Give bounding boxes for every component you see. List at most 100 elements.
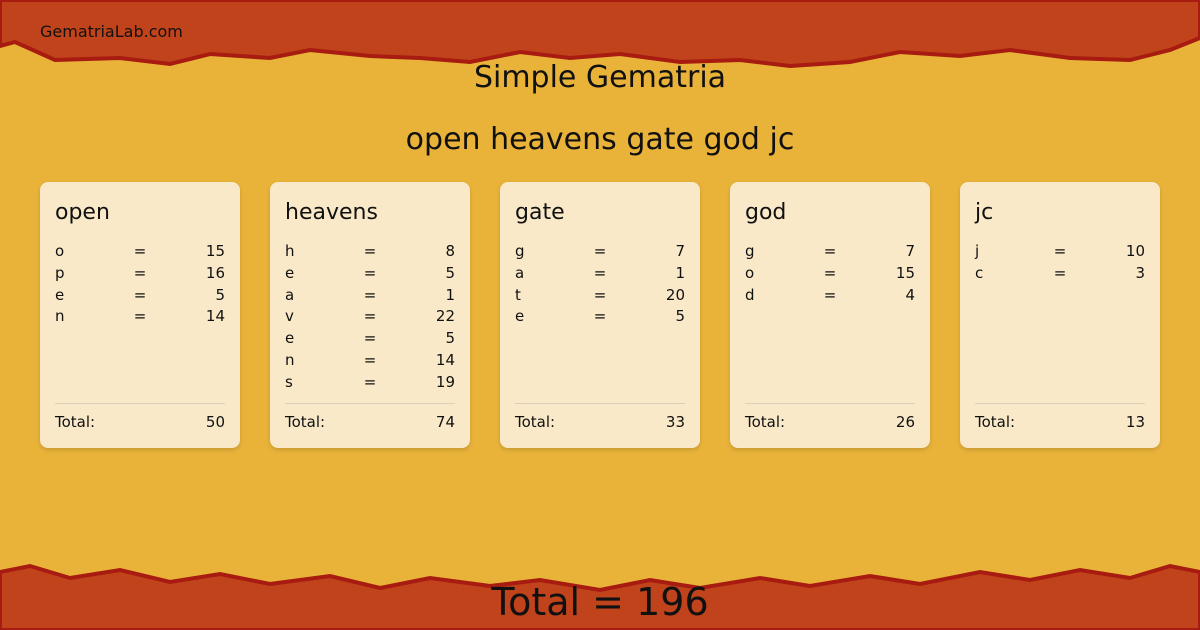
equals-sign: = xyxy=(593,307,607,326)
total-label: Total: xyxy=(285,413,326,431)
word-total: 13 xyxy=(1125,413,1145,431)
site-logo-link[interactable]: GematriaLab.com xyxy=(40,22,183,41)
total-label: Total: xyxy=(745,413,786,431)
letter-row: e = 5 xyxy=(55,285,225,307)
equals-sign: = xyxy=(133,242,147,260)
letter-value: 20 xyxy=(665,285,685,304)
letter-row: d = 4 xyxy=(745,285,915,307)
letter: p xyxy=(55,263,65,282)
equals-sign: = xyxy=(823,242,837,260)
letter-row: s = 19 xyxy=(285,372,455,394)
letter-row: g = 7 xyxy=(745,241,915,263)
word-total: 33 xyxy=(665,413,685,431)
equals-sign: = xyxy=(363,263,377,282)
letter-row: h = 8 xyxy=(285,241,455,263)
word-total: 74 xyxy=(435,413,455,431)
letter: o xyxy=(55,242,65,260)
letter: a xyxy=(515,263,525,282)
equals-sign: = xyxy=(363,329,377,348)
equals-sign: = xyxy=(593,263,607,282)
letter-value: 5 xyxy=(675,307,685,326)
letter-value: 15 xyxy=(205,242,225,260)
letter-row: e = 5 xyxy=(285,328,455,350)
word-card-god: god g = 7 o = 15 d = 4 Total: 26 xyxy=(730,182,930,448)
letter-value: 1 xyxy=(675,263,685,282)
letter-row: j = 10 xyxy=(975,241,1145,263)
equals-sign: = xyxy=(133,263,147,282)
equals-sign: = xyxy=(363,372,377,391)
word-total: 50 xyxy=(205,413,225,431)
total-label: Total: xyxy=(55,413,96,431)
equals-sign: = xyxy=(133,285,147,304)
grand-total: Total = 196 xyxy=(491,580,709,624)
letter-row: p = 16 xyxy=(55,263,225,285)
letter: a xyxy=(285,285,295,304)
word-total-row: Total: 33 xyxy=(515,403,685,431)
equals-sign: = xyxy=(363,242,377,260)
word-title: heavens xyxy=(285,200,378,225)
equals-sign: = xyxy=(363,350,377,369)
letter: g xyxy=(745,242,755,260)
letter-value: 3 xyxy=(1135,263,1145,282)
equals-sign: = xyxy=(593,285,607,304)
letter: n xyxy=(285,350,295,369)
letter-row: c = 3 xyxy=(975,263,1145,285)
equals-sign: = xyxy=(1053,263,1067,282)
letter-value: 19 xyxy=(435,372,455,391)
word-card-open: open o = 15 p = 16 e = 5 n = 14 Total: 5… xyxy=(40,182,240,448)
letter: d xyxy=(745,285,755,304)
letter: h xyxy=(285,242,295,260)
letter-row: g = 7 xyxy=(515,241,685,263)
word-cards: open o = 15 p = 16 e = 5 n = 14 Total: 5… xyxy=(40,182,1160,448)
letter-row: n = 14 xyxy=(55,306,225,328)
letter-row: a = 1 xyxy=(515,263,685,285)
letter-value: 10 xyxy=(1125,242,1145,260)
letter: o xyxy=(745,263,755,282)
letter-value: 7 xyxy=(675,242,685,260)
letter-row: o = 15 xyxy=(55,241,225,263)
word-total: 26 xyxy=(895,413,915,431)
word-total-row: Total: 13 xyxy=(975,403,1145,431)
letter-row: n = 14 xyxy=(285,350,455,372)
word-card-gate: gate g = 7 a = 1 t = 20 e = 5 Total: 33 xyxy=(500,182,700,448)
letter: e xyxy=(515,307,525,326)
equals-sign: = xyxy=(363,285,377,304)
letter: e xyxy=(285,329,295,348)
letter-value: 22 xyxy=(435,307,455,326)
total-label: Total: xyxy=(975,413,1016,431)
letter: e xyxy=(285,263,295,282)
letter-row: v = 22 xyxy=(285,306,455,328)
word-card-heavens: heavens h = 8 e = 5 a = 1 v = 22 e = 5 n… xyxy=(270,182,470,448)
letter-row: a = 1 xyxy=(285,285,455,307)
page-title: Simple Gematria xyxy=(473,60,727,95)
letter-value: 14 xyxy=(205,307,225,326)
letter-value: 16 xyxy=(205,263,225,282)
letter-row: t = 20 xyxy=(515,285,685,307)
letter-value: 1 xyxy=(445,285,455,304)
word-total-row: Total: 26 xyxy=(745,403,915,431)
letter: g xyxy=(515,242,525,260)
letter: n xyxy=(55,307,65,326)
equals-sign: = xyxy=(1053,242,1067,260)
equals-sign: = xyxy=(363,307,377,326)
letter-value: 4 xyxy=(905,285,915,304)
letter-value: 5 xyxy=(445,329,455,348)
word-title: god xyxy=(745,200,787,225)
word-total-row: Total: 50 xyxy=(55,403,225,431)
letter: t xyxy=(515,285,521,304)
equals-sign: = xyxy=(133,307,147,326)
letter-value: 8 xyxy=(445,242,455,260)
letter: e xyxy=(55,285,65,304)
letter-value: 5 xyxy=(215,285,225,304)
word-title: open xyxy=(55,200,110,225)
letter-row: e = 5 xyxy=(515,306,685,328)
equals-sign: = xyxy=(593,242,607,260)
letter: s xyxy=(285,372,293,391)
word-title: gate xyxy=(515,200,565,225)
letter: c xyxy=(975,263,984,282)
letter-value: 14 xyxy=(435,350,455,369)
word-title: jc xyxy=(975,200,994,225)
letter-row: o = 15 xyxy=(745,263,915,285)
word-total-row: Total: 74 xyxy=(285,403,455,431)
